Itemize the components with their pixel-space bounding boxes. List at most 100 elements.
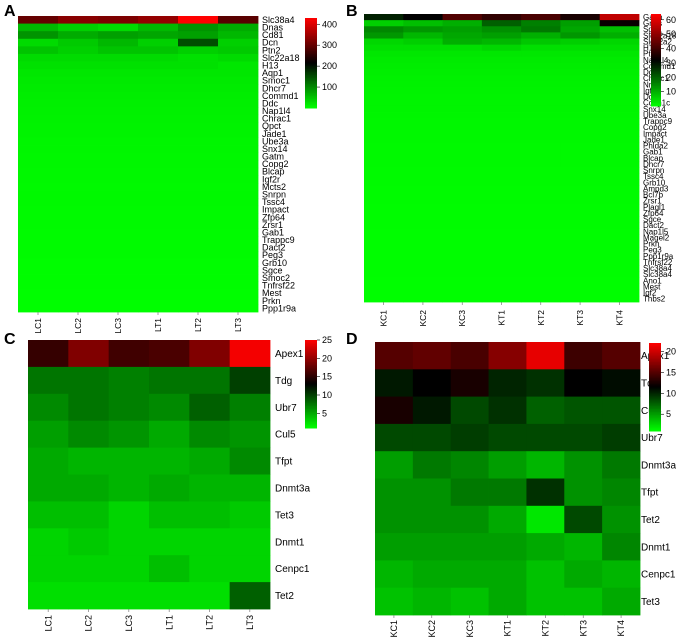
heatmap-cell — [481, 44, 522, 52]
heatmap-cell — [218, 236, 259, 245]
heatmap-cell — [560, 179, 601, 186]
heatmap-cell — [98, 61, 139, 70]
heatmap-cell — [189, 447, 231, 475]
heatmap-cell — [218, 251, 259, 260]
heatmap-cell — [364, 283, 404, 291]
colorbar-segment — [305, 420, 317, 423]
heatmap-cell — [599, 154, 640, 162]
heatmap-cell — [560, 283, 601, 291]
heatmap-cell — [218, 38, 259, 47]
colorbar-segment — [651, 66, 661, 69]
heatmap-cell — [481, 93, 522, 101]
row-label: Tnfrsf22 — [262, 281, 295, 291]
row-label: Slc38a4 — [643, 264, 672, 273]
heatmap-cell — [602, 342, 641, 370]
heatmap-cell — [403, 283, 443, 291]
colorbar-segment — [649, 392, 661, 395]
heatmap-cell — [108, 447, 150, 475]
colorbar-tick-label: 200 — [666, 72, 676, 82]
row-label: Ano1 — [643, 276, 662, 285]
column-label: LT2 — [205, 615, 215, 630]
heatmap-cell — [98, 91, 139, 100]
heatmap-cell — [58, 175, 99, 184]
heatmap-cell — [18, 137, 59, 146]
heatmap-cell — [364, 93, 404, 101]
colorbar-segment — [305, 48, 317, 50]
heatmap-cell — [599, 26, 640, 33]
column-label: LC1 — [33, 318, 43, 334]
colorbar-segment — [305, 370, 317, 373]
row-label: Dnmt3a — [275, 483, 310, 494]
heatmap-cell — [189, 555, 231, 583]
heatmap-cell — [218, 281, 259, 290]
colorbar-segment — [305, 90, 317, 92]
heatmap-cell — [403, 148, 443, 156]
colorbar-segment — [305, 397, 317, 400]
heatmap-cell — [364, 277, 404, 285]
colorbar-segment — [651, 24, 661, 27]
heatmap-cell — [560, 289, 601, 297]
colorbar-segment — [649, 411, 661, 414]
heatmap-cell — [189, 474, 231, 502]
heatmap-cell — [364, 38, 404, 46]
colorbar-segment — [649, 420, 661, 423]
heatmap-cell — [521, 277, 561, 285]
colorbar-segment — [305, 344, 317, 347]
heatmap-cell — [403, 197, 443, 205]
heatmap-cell — [18, 175, 59, 184]
row-label: Gab1 — [643, 148, 663, 157]
heatmap-cell — [364, 259, 404, 266]
row-label: Ptn2 — [262, 45, 281, 55]
colorbar-segment — [305, 416, 317, 419]
heatmap-cell — [450, 369, 489, 397]
heatmap-cell — [403, 14, 443, 21]
colorbar-segment — [305, 345, 317, 348]
heatmap-cell — [526, 533, 565, 561]
colorbar-segment — [649, 379, 661, 382]
heatmap-cell — [521, 130, 561, 137]
heatmap-cell — [229, 420, 271, 448]
colorbar-segment — [305, 78, 317, 80]
row-label: Prkn — [643, 240, 659, 249]
heatmap-cell — [488, 369, 527, 397]
heatmap-cell — [58, 84, 99, 93]
heatmap-cell — [521, 87, 561, 95]
colorbar-segment — [649, 417, 661, 420]
heatmap-cell — [178, 243, 219, 252]
heatmap-cell — [560, 173, 601, 180]
row-label: Ddc — [262, 98, 279, 108]
colorbar-segment — [305, 422, 317, 425]
colorbar-segment — [651, 104, 661, 107]
heatmap-cell — [560, 148, 601, 156]
heatmap-cell — [481, 203, 522, 211]
heatmap-cell — [599, 191, 640, 199]
heatmap-cell — [68, 447, 110, 475]
row-label: Ube3a — [262, 136, 289, 146]
heatmap-cell — [560, 50, 601, 58]
heatmap-cell — [138, 220, 179, 229]
heatmap-cell — [218, 46, 259, 55]
row-label: Plagl1 — [643, 203, 666, 212]
heatmap-cell — [442, 14, 483, 21]
row-label: Mcts2 — [262, 182, 286, 192]
heatmap-cell — [138, 31, 179, 40]
heatmap-cell — [58, 266, 99, 275]
row-label: H13 — [262, 60, 279, 70]
heatmap-cell — [488, 505, 527, 534]
row-label: Tfpt — [275, 457, 292, 468]
heatmap-cell — [521, 234, 561, 242]
heatmap-cell — [364, 185, 404, 193]
heatmap-cell — [98, 122, 139, 131]
colorbar-segment — [651, 84, 661, 87]
heatmap-cell — [442, 271, 483, 278]
heatmap-cell — [599, 105, 640, 113]
heatmap-cell — [442, 234, 483, 242]
heatmap-cell — [364, 271, 404, 278]
heatmap-cell — [560, 197, 601, 205]
colorbar-segment — [305, 382, 317, 385]
heatmap-cell — [560, 295, 601, 303]
heatmap-cell — [98, 129, 139, 138]
heatmap-cell — [98, 137, 139, 146]
heatmap-cell — [229, 340, 271, 368]
heatmap-cell — [364, 234, 404, 242]
